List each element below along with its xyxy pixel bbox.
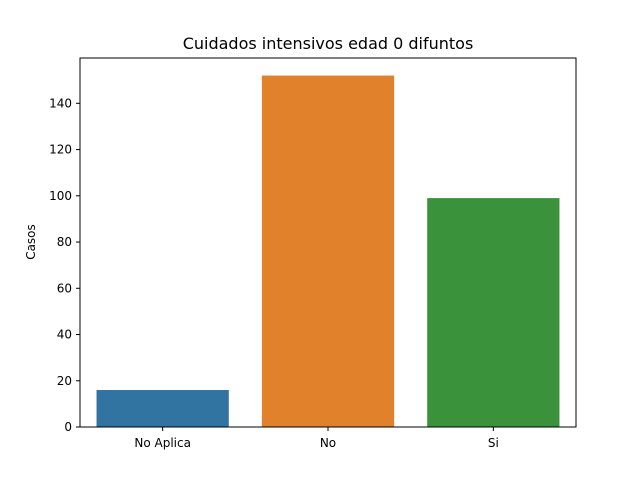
bars-layer bbox=[96, 75, 560, 427]
y-tick-label: 40 bbox=[57, 328, 72, 342]
y-tick-label: 60 bbox=[57, 281, 72, 295]
bar-no bbox=[261, 75, 395, 427]
x-tick-label: Si bbox=[488, 436, 499, 450]
y-tick-label: 80 bbox=[57, 235, 72, 249]
plot-frame bbox=[79, 57, 577, 428]
y-tick-label: 20 bbox=[57, 374, 72, 388]
y-axis-label: Casos bbox=[24, 224, 38, 260]
ticks-layer: No Aplica No Si 0 20 40 60 80 100 120 140 bbox=[49, 96, 499, 450]
bar-si bbox=[427, 198, 560, 427]
y-tick-label: 140 bbox=[49, 96, 72, 110]
y-tick-label: 100 bbox=[49, 189, 72, 203]
y-tick-label: 0 bbox=[64, 420, 72, 434]
x-tick-label: No bbox=[320, 436, 336, 450]
y-tick-label: 120 bbox=[49, 143, 72, 157]
chart-title: Cuidados intensivos edad 0 difuntos bbox=[183, 34, 474, 53]
x-tick-label: No Aplica bbox=[134, 436, 191, 450]
bar-no-aplica bbox=[96, 390, 229, 427]
